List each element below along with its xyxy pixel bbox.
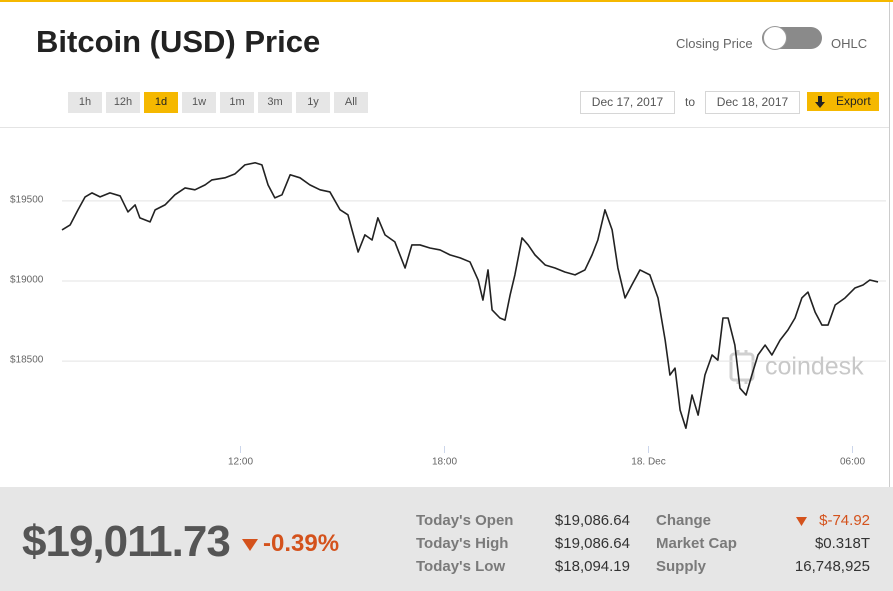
- range-buttons: 1h 12h 1d 1w 1m 3m 1y All: [68, 92, 368, 113]
- stat-value: $0.318T: [814, 535, 870, 552]
- divider: [0, 127, 889, 128]
- chart: $19500 $19000 $18500 12:00 18:00 18. Dec 06:00…: [10, 161, 886, 468]
- stat-value: $19,086.64: [554, 535, 630, 552]
- range-button[interactable]: 1d: [144, 92, 178, 113]
- top-accent: [0, 0, 893, 2]
- date-to[interactable]: Dec 18, 2017: [705, 91, 800, 114]
- toggle-label[interactable]: Closing Price: [676, 36, 753, 51]
- range-button[interactable]: All: [334, 92, 368, 113]
- down-arrow: [796, 517, 807, 526]
- watermark: coindesk: [765, 353, 864, 381]
- range-button[interactable]: 1m: [220, 92, 254, 113]
- range-button[interactable]: 1y: [296, 92, 330, 113]
- price-line: [61, 161, 879, 430]
- stat-label: Today's High: [416, 535, 509, 552]
- stat-value: $18,094.19: [554, 558, 630, 575]
- export-button[interactable]: Export: [807, 92, 879, 111]
- export-icon: [815, 96, 825, 108]
- x-tick-label: 18:00: [432, 457, 457, 468]
- toggle-knob[interactable]: [763, 26, 787, 50]
- down-arrow: [242, 539, 258, 551]
- date-from[interactable]: Dec 17, 2017: [580, 91, 675, 114]
- stat-value: 16,748,925: [794, 558, 870, 575]
- range-button[interactable]: 3m: [258, 92, 292, 113]
- stat-label: Today's Open: [416, 512, 514, 529]
- current-price: $19,011.73: [22, 517, 231, 566]
- watermark-logo: [729, 350, 755, 384]
- y-tick-label: $18500: [10, 355, 44, 366]
- export-label[interactable]: Export: [836, 94, 871, 108]
- page-title: Bitcoin (USD) Price: [36, 24, 321, 59]
- stat-label: Change: [656, 512, 712, 529]
- range-button[interactable]: 1w: [182, 92, 216, 113]
- change-percent: -0.39%: [263, 530, 340, 557]
- x-tick-label: 06:00: [840, 457, 865, 468]
- stat-value: $19,086.64: [554, 512, 630, 529]
- x-tick-label: 12:00: [228, 457, 253, 468]
- stat-label: Market Cap: [656, 535, 737, 552]
- stat-label: Supply: [656, 558, 707, 575]
- y-tick-label: $19500: [10, 195, 44, 206]
- stat-label: Today's Low: [416, 558, 506, 575]
- stat-value: $-74.92: [819, 512, 870, 529]
- range-button[interactable]: 12h: [106, 92, 140, 113]
- toggle-label[interactable]: OHLC: [831, 36, 868, 51]
- x-tick-label: 18. Dec: [631, 457, 665, 468]
- range-button[interactable]: 1h: [68, 92, 102, 113]
- date-separator: to: [685, 95, 696, 109]
- y-tick-label: $19000: [10, 275, 44, 286]
- summary-panel: [0, 487, 893, 591]
- frame-edge: [889, 2, 890, 487]
